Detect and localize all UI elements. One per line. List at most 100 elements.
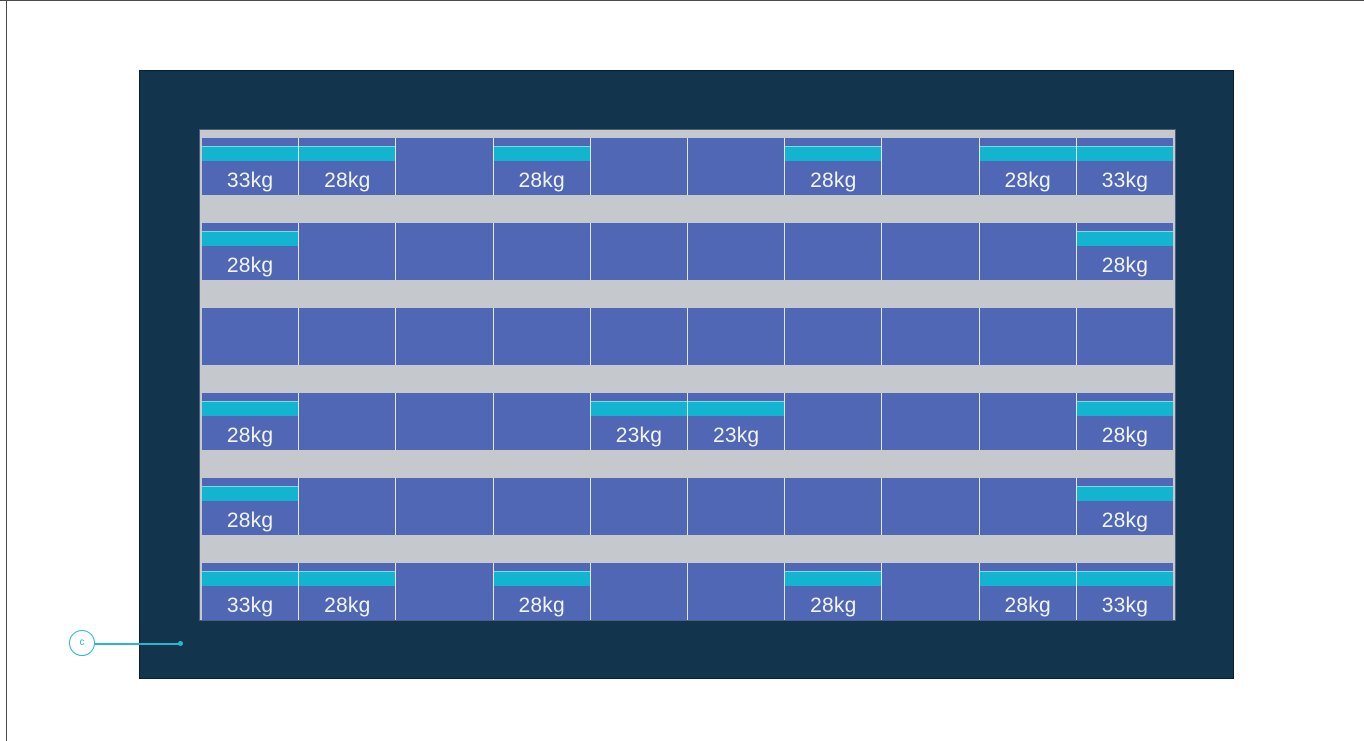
- rack-cell: [979, 393, 1077, 450]
- page-border-left: [6, 0, 7, 741]
- rack-cell: [688, 563, 786, 620]
- load-marker: [1076, 146, 1174, 161]
- weight-label: 28kg: [324, 594, 371, 617]
- rack-cell: [202, 308, 300, 365]
- rack-cell: [882, 308, 980, 365]
- rack-cell: [299, 393, 397, 450]
- rack-cell: [590, 563, 689, 620]
- rack-cell: [493, 308, 591, 365]
- load-marker: [979, 146, 1076, 161]
- rack-cell: 33kg: [202, 563, 300, 620]
- rack-cell: 33kg: [202, 138, 300, 195]
- rack-cell: 28kg: [979, 563, 1077, 620]
- weight-label: 33kg: [226, 169, 274, 192]
- load-marker: [493, 146, 590, 161]
- rack-cell: [493, 478, 591, 535]
- weight-label: 28kg: [1101, 509, 1149, 532]
- rack-cell: 28kg: [1076, 478, 1174, 535]
- load-marker: [1076, 571, 1174, 586]
- rack-cell: [688, 138, 786, 195]
- load-marker: [299, 571, 396, 586]
- callout-c-badge: c: [69, 630, 95, 656]
- rack-cell: [299, 478, 397, 535]
- rack-row: 33kg 28kg 28kg 28kg 28kg 33kg: [202, 563, 1174, 620]
- weight-label: 23kg: [615, 424, 663, 447]
- weight-label: 28kg: [324, 169, 371, 192]
- rack-grid: 33kg 28kg 28kg 28kg 28kg 33kg 28kg 28kg 28kg 23kg…: [199, 129, 1176, 621]
- weight-label: 28kg: [226, 424, 274, 447]
- rack-cell: 28kg: [1076, 393, 1174, 450]
- rack-cell: 28kg: [202, 223, 300, 280]
- load-marker: [1076, 401, 1174, 416]
- rack-cell: [396, 308, 494, 365]
- rack-cell: 28kg: [785, 563, 883, 620]
- load-marker: [979, 571, 1076, 586]
- load-marker: [1076, 486, 1174, 501]
- rack-cell: [493, 223, 591, 280]
- rack-row: 33kg 28kg 28kg 28kg 28kg 33kg: [202, 138, 1174, 195]
- rack-cell: [979, 308, 1077, 365]
- rack-cell: [979, 478, 1077, 535]
- rack-cell: [688, 308, 786, 365]
- weight-label: 28kg: [226, 509, 274, 532]
- rack-cell: [396, 138, 494, 195]
- weight-label: 33kg: [226, 594, 274, 617]
- rack-cell: [785, 308, 883, 365]
- rack-cell: [785, 478, 883, 535]
- load-marker: [202, 231, 299, 246]
- rack-cell: [493, 393, 591, 450]
- rack-cell: 28kg: [493, 138, 591, 195]
- rack-cell: [882, 393, 980, 450]
- rack-cell: [979, 223, 1077, 280]
- load-marker: [785, 146, 882, 161]
- callout-leader-line: [95, 643, 181, 645]
- rack-cell: [882, 478, 980, 535]
- rack-cell: 28kg: [979, 138, 1077, 195]
- rack-cell: 28kg: [299, 563, 397, 620]
- rack-row: 28kg 28kg: [202, 478, 1174, 535]
- rack-cell: [396, 478, 494, 535]
- callout-leader-dot: [178, 641, 183, 646]
- weight-label: 28kg: [810, 169, 857, 192]
- weight-label: 33kg: [1101, 169, 1149, 192]
- load-marker: [1076, 231, 1174, 246]
- rack-cell: 28kg: [202, 478, 300, 535]
- rack-row: [202, 308, 1174, 365]
- rack-cell: [590, 308, 689, 365]
- rack-cell: [688, 478, 786, 535]
- rack-cell: [299, 308, 397, 365]
- weight-label: 33kg: [1101, 594, 1149, 617]
- rack-cell: 28kg: [299, 138, 397, 195]
- rack-cell: [785, 393, 883, 450]
- rack-cell: 23kg: [688, 393, 786, 450]
- weight-label: 28kg: [1101, 254, 1149, 277]
- rack-cell: 33kg: [1076, 138, 1174, 195]
- rack-cell: [396, 393, 494, 450]
- rack-cell: [299, 223, 397, 280]
- rack-cell: [396, 223, 494, 280]
- weight-label: 28kg: [518, 594, 565, 617]
- weight-label: 28kg: [1004, 169, 1051, 192]
- rack-cell: 28kg: [785, 138, 883, 195]
- rack-row: 28kg 23kg 23kg 28kg: [202, 393, 1174, 450]
- rack-cell: 28kg: [202, 393, 300, 450]
- rack-row: 28kg 28kg: [202, 223, 1174, 280]
- load-marker: [202, 571, 299, 586]
- rack-cell: 28kg: [1076, 223, 1174, 280]
- load-marker: [785, 571, 882, 586]
- load-marker: [202, 401, 299, 416]
- weight-label: 28kg: [1101, 424, 1149, 447]
- rack-cell: [590, 138, 689, 195]
- rack-cell: [882, 223, 980, 280]
- rack-cell: 28kg: [493, 563, 591, 620]
- rack-cell: 33kg: [1076, 563, 1174, 620]
- load-marker: [688, 401, 785, 416]
- weight-label: 28kg: [518, 169, 565, 192]
- rack-cell: [882, 563, 980, 620]
- rack-cell: [590, 223, 689, 280]
- rack-cell: [785, 223, 883, 280]
- load-marker: [202, 146, 299, 161]
- weight-label: 28kg: [810, 594, 857, 617]
- rack-cell: 23kg: [590, 393, 689, 450]
